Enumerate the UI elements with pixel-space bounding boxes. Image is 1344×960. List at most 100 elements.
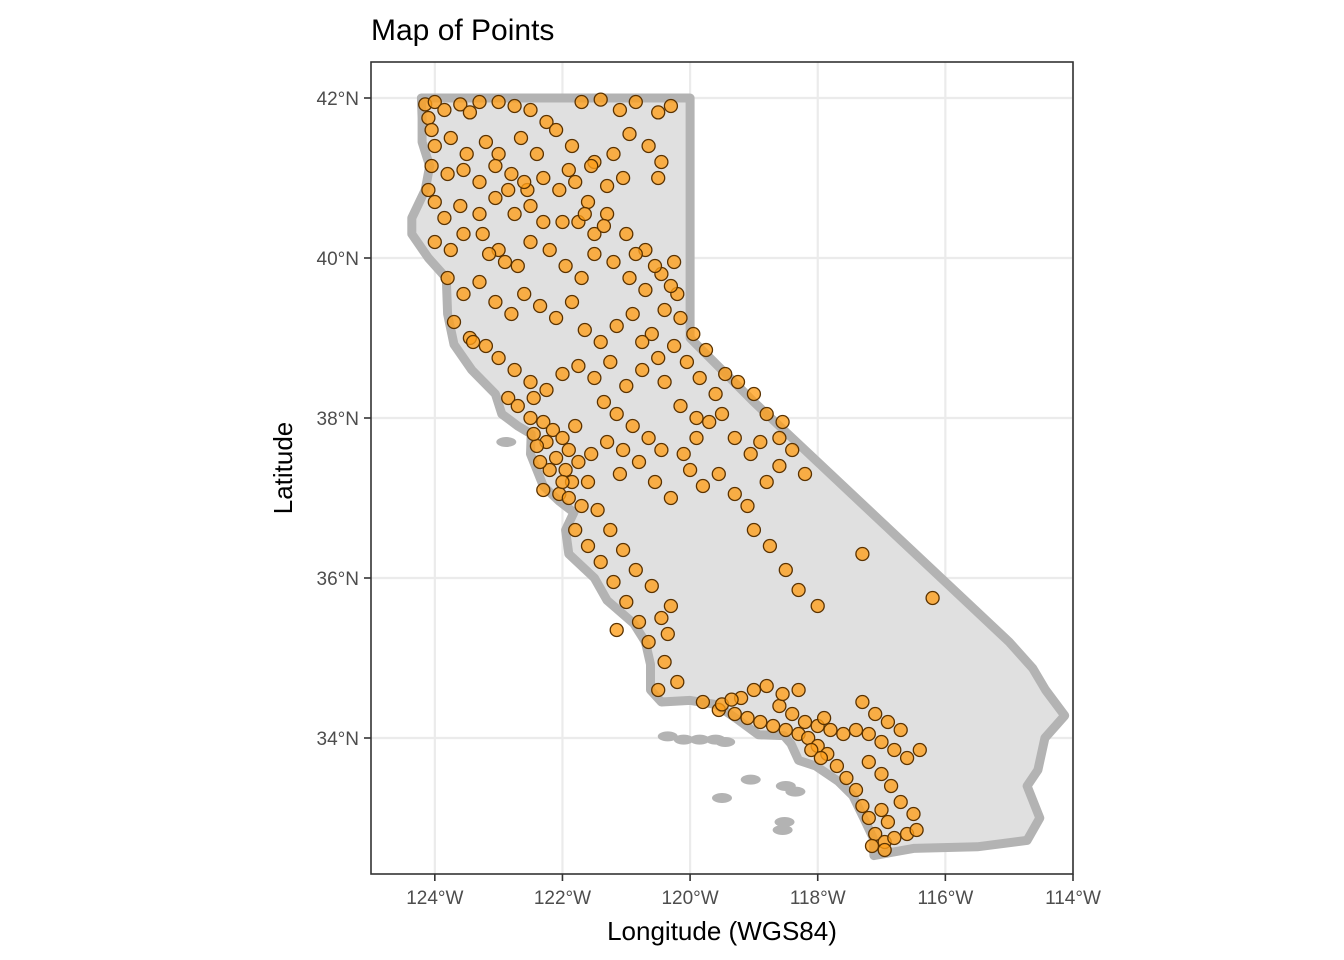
data-point [517,286,532,302]
data-point [753,714,768,730]
data-point [472,174,487,190]
chart-title: Map of Points [371,14,554,47]
data-point [791,682,806,698]
data-point [510,398,525,414]
data-point [507,362,522,378]
data-point [548,122,564,138]
data-point [775,686,790,702]
data-point [548,310,564,326]
data-point [657,654,672,670]
data-point [644,578,659,594]
data-point [574,94,589,110]
data-point [580,194,596,210]
data-point [753,434,768,450]
data-point [746,386,762,402]
data-point [657,302,672,318]
data-point [727,430,742,446]
data-point [590,502,605,518]
data-point [427,234,442,250]
data-point [638,282,653,298]
data-point [580,474,596,490]
y-tick-label-4: 42°N [317,89,359,110]
data-point [504,306,519,322]
data-point [462,105,478,120]
data-point [673,310,688,326]
data-point [603,354,618,370]
data-point [660,626,675,642]
data-point [453,198,468,214]
data-point [501,182,516,198]
data-point [427,138,442,154]
data-point [816,710,832,726]
data-point [797,466,813,482]
data-point [829,758,845,774]
island-2 [689,734,710,745]
data-point [427,94,442,110]
data-point [507,98,522,114]
data-point [772,698,787,714]
data-point [906,806,921,822]
x-axis-title: Longitude (WGS84) [607,916,837,946]
data-point [587,370,602,386]
data-point [561,490,576,506]
data-point [625,418,640,434]
data-point [695,478,711,494]
island-1 [673,734,694,745]
data-point [517,174,532,190]
data-point [689,430,704,446]
data-point [861,726,876,742]
data-point [587,226,602,242]
data-point [593,334,608,350]
data-point [772,458,787,474]
data-point [740,710,755,726]
data-point [536,214,551,230]
data-point [555,214,570,230]
state-boundary [407,93,1070,861]
data-point [446,314,462,330]
data-point [529,438,545,454]
data-point [488,158,503,174]
data-point [813,750,829,766]
data-point [564,294,580,310]
data-point [491,94,506,110]
data-point [810,598,825,614]
data-point [478,338,494,354]
data-point [526,426,541,442]
data-point [887,742,902,758]
data-point [577,206,592,222]
data-point [488,294,503,310]
y-tick-label-3: 40°N [317,249,359,270]
data-point [596,394,612,410]
data-point [778,562,793,578]
data-point [523,198,538,214]
data-point [536,170,551,186]
island-4 [715,737,736,747]
data-point [619,226,634,242]
y-tick-label-2: 38°N [317,409,359,430]
data-point [791,582,806,598]
data-point [584,158,599,174]
data-point [883,778,899,794]
data-point [686,326,701,342]
data-point [609,406,624,422]
data-point [727,486,742,502]
data-point [743,446,758,462]
data-points [418,92,940,858]
data-point [746,682,762,698]
data-point [848,782,864,798]
data-point [504,166,519,182]
data-point [558,462,573,478]
data-point [628,562,643,578]
data-point [584,446,599,462]
data-point [912,742,927,758]
data-point [874,802,889,818]
x-tick-label-5: 114°W [1045,888,1101,909]
data-point [785,442,800,458]
data-point [874,766,889,782]
data-point [861,810,876,826]
data-point [635,334,650,350]
data-point [536,482,551,498]
data-point [893,722,908,738]
data-point [437,102,452,118]
